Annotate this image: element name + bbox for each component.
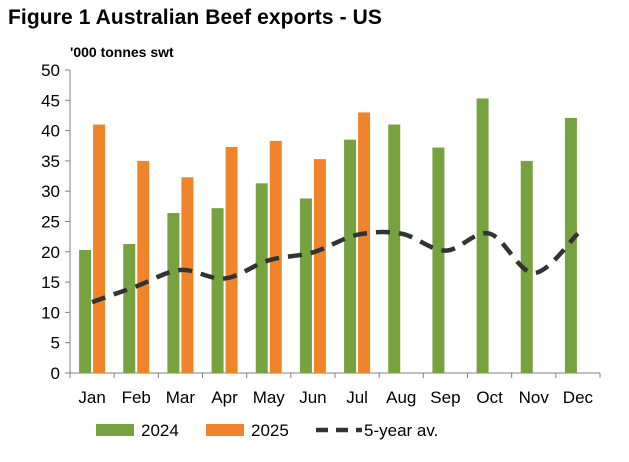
y-tick-label: 5 xyxy=(51,334,60,353)
x-tick-label-oct: Oct xyxy=(476,388,503,407)
x-tick-label-jun: Jun xyxy=(299,388,326,407)
bar-2025-mar xyxy=(181,177,194,373)
y-tick-label: 15 xyxy=(41,273,60,292)
bar-2024-oct xyxy=(476,98,489,374)
legend-label-2025: 2025 xyxy=(251,421,289,440)
bar-2024-dec xyxy=(564,117,577,374)
legend-swatch-2024 xyxy=(96,424,134,436)
bar-2025-jul xyxy=(358,112,371,374)
bar-2024-feb xyxy=(123,243,136,373)
bar-2024-nov xyxy=(520,160,533,373)
bar-2024-jun xyxy=(299,198,312,373)
bar-2025-feb xyxy=(137,160,150,373)
x-tick-label-sep: Sep xyxy=(430,388,460,407)
x-tick-label-nov: Nov xyxy=(519,388,550,407)
y-tick-label: 0 xyxy=(51,364,60,383)
legend-label-2024: 2024 xyxy=(141,421,179,440)
bar-2024-jul xyxy=(344,139,357,373)
y-tick-label: 20 xyxy=(41,243,60,262)
y-tick-label: 45 xyxy=(41,91,60,110)
bar-2024-apr xyxy=(211,208,224,373)
line-5-year-average xyxy=(91,229,580,305)
y-axis-unit-label: '000 tonnes swt xyxy=(70,44,174,60)
y-tick-label: 35 xyxy=(41,152,60,171)
x-tick-label-aug: Aug xyxy=(386,388,416,407)
bar-2024-jan xyxy=(79,249,92,373)
x-tick-label-jan: Jan xyxy=(78,388,105,407)
chart-title: Figure 1 Australian Beef exports - US xyxy=(8,6,383,29)
x-tick-label-jul: Jul xyxy=(346,388,368,407)
bar-2024-sep xyxy=(432,147,445,373)
y-tick-label: 10 xyxy=(41,303,60,322)
bar-2024-aug xyxy=(388,124,401,373)
bar-2024-may xyxy=(255,183,268,373)
x-tick-label-feb: Feb xyxy=(122,388,151,407)
x-tick-label-apr: Apr xyxy=(211,388,238,407)
x-tick-label-may: May xyxy=(253,388,286,407)
y-tick-label: 40 xyxy=(41,122,60,141)
bar-2025-jan xyxy=(93,124,106,373)
legend-swatch-2025 xyxy=(206,424,244,436)
legend-label-5-year-av: 5-year av. xyxy=(364,421,438,440)
x-tick-label-dec: Dec xyxy=(563,388,594,407)
bar-2025-apr xyxy=(225,146,238,373)
y-tick-label: 30 xyxy=(41,182,60,201)
y-tick-label: 25 xyxy=(41,213,60,232)
bar-2024-mar xyxy=(167,213,180,373)
y-tick-label: 50 xyxy=(41,61,60,80)
bar-2025-jun xyxy=(313,159,326,373)
x-tick-label-mar: Mar xyxy=(166,388,196,407)
